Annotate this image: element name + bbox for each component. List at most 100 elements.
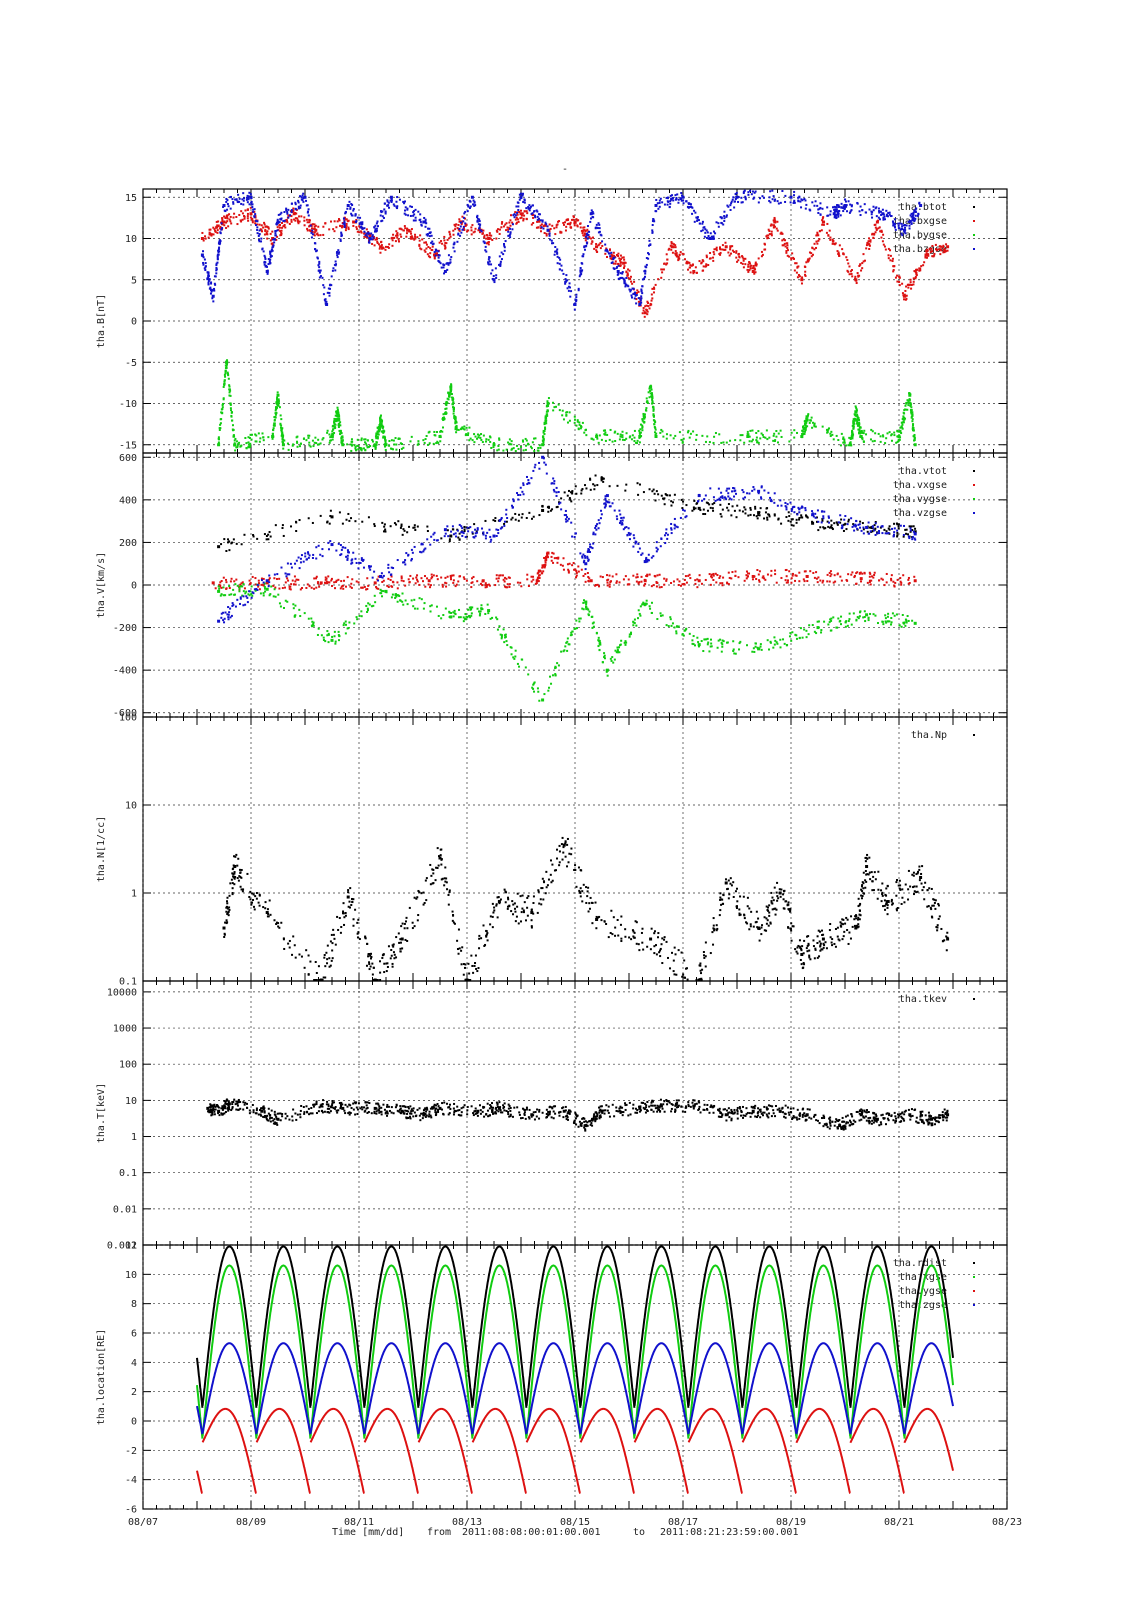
data-point <box>281 436 284 439</box>
data-point <box>846 210 849 213</box>
data-point <box>640 295 643 298</box>
data-point <box>458 538 461 541</box>
data-point <box>811 247 814 250</box>
data-point <box>798 195 801 198</box>
data-point <box>331 430 334 433</box>
data-point <box>452 406 455 409</box>
data-point <box>400 523 403 526</box>
data-point <box>580 492 583 495</box>
data-point <box>885 213 888 216</box>
data-point <box>414 582 417 585</box>
data-point <box>687 202 690 205</box>
data-point <box>420 223 423 226</box>
data-point <box>429 584 432 587</box>
data-point <box>736 260 739 263</box>
data-point <box>852 423 855 426</box>
data-point <box>650 395 653 398</box>
data-point <box>639 431 642 434</box>
data-point <box>324 576 327 579</box>
data-point <box>323 298 326 301</box>
data-point <box>744 195 747 198</box>
data-point <box>594 474 597 477</box>
data-point <box>865 433 868 436</box>
data-point <box>914 210 917 213</box>
data-point <box>313 234 316 237</box>
data-point <box>444 241 447 244</box>
data-point <box>215 272 218 275</box>
data-point <box>785 516 788 519</box>
data-point <box>571 492 574 495</box>
data-point <box>868 526 871 529</box>
y-tick-label: 400 <box>119 495 137 506</box>
data-point <box>887 257 890 260</box>
data-point <box>670 248 673 251</box>
data-point <box>445 242 448 245</box>
data-point <box>843 440 846 443</box>
data-point <box>793 429 796 432</box>
data-point <box>900 232 903 235</box>
data-point <box>552 409 555 412</box>
data-point <box>744 512 747 515</box>
data-point <box>252 210 255 213</box>
data-point <box>795 574 798 577</box>
data-point <box>795 262 798 265</box>
data-point <box>478 231 481 234</box>
data-point <box>646 310 649 313</box>
data-point <box>267 226 270 229</box>
data-point <box>803 265 806 268</box>
data-point <box>331 269 334 272</box>
data-point <box>426 530 429 533</box>
data-point <box>615 580 618 583</box>
data-point <box>610 251 613 254</box>
data-point <box>660 276 663 279</box>
data-point <box>379 414 382 417</box>
data-point <box>665 196 668 199</box>
data-point <box>363 232 366 235</box>
data-point <box>906 533 909 536</box>
data-point <box>788 515 791 518</box>
data-point <box>914 217 917 220</box>
data-point <box>719 582 722 585</box>
data-point <box>530 575 533 578</box>
data-point <box>788 255 791 258</box>
data-point <box>589 579 593 583</box>
data-point <box>836 523 839 526</box>
data-point <box>743 441 746 444</box>
data-point <box>913 435 916 438</box>
data-point <box>313 223 316 226</box>
data-point <box>926 249 929 252</box>
data-point <box>837 215 840 218</box>
data-point <box>648 396 651 399</box>
data-point <box>544 565 547 568</box>
data-point <box>595 243 598 246</box>
data-point <box>433 257 436 260</box>
data-point <box>749 267 752 270</box>
data-point <box>637 493 640 496</box>
data-point <box>817 211 820 214</box>
data-point <box>547 397 550 400</box>
data-point <box>476 220 479 223</box>
data-point <box>307 436 310 439</box>
data-point <box>278 587 281 590</box>
data-point <box>240 444 243 447</box>
data-point <box>813 576 816 579</box>
data-point <box>874 521 877 524</box>
data-point <box>207 283 210 286</box>
data-point <box>614 430 617 433</box>
data-point <box>869 572 872 575</box>
data-point <box>800 278 804 282</box>
data-point <box>896 435 899 438</box>
data-point <box>641 418 644 421</box>
data-point <box>890 434 893 437</box>
data-point <box>451 403 454 406</box>
data-point <box>429 586 432 589</box>
data-point <box>871 530 874 533</box>
data-point <box>509 231 512 234</box>
data-point <box>688 266 691 269</box>
data-point <box>375 227 378 230</box>
data-point <box>687 268 690 271</box>
data-point <box>470 586 473 589</box>
data-point <box>692 508 695 511</box>
data-point <box>639 428 642 431</box>
data-point <box>618 581 621 584</box>
